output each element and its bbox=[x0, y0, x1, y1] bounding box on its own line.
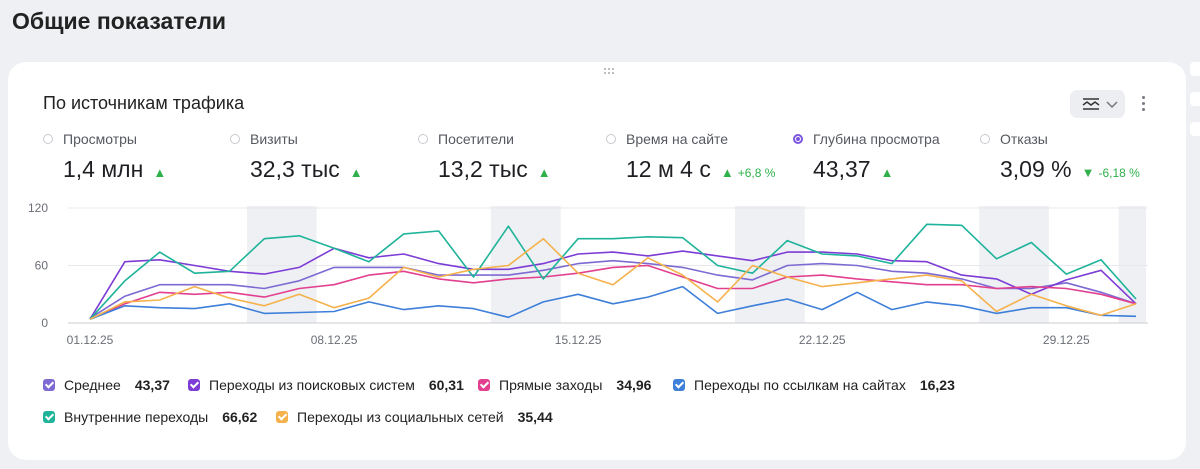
legend-value: 66,62 bbox=[222, 409, 258, 425]
more-vertical-icon[interactable] bbox=[1135, 93, 1151, 115]
metric-radio[interactable] bbox=[418, 134, 428, 144]
x-tick-label: 29.12.25 bbox=[1043, 333, 1090, 347]
legend-item[interactable]: Переходы из поисковых систем 60,31 bbox=[188, 377, 464, 393]
legend-value: 60,31 bbox=[428, 377, 464, 393]
metric-radio[interactable] bbox=[606, 134, 616, 144]
y-tick-label: 0 bbox=[41, 316, 48, 330]
legend-item[interactable]: Переходы по ссылкам на сайтах 16,23 bbox=[673, 377, 955, 393]
edge-tab bbox=[1190, 62, 1200, 76]
edge-tab bbox=[1190, 92, 1200, 106]
line-chart-icon bbox=[1082, 98, 1118, 110]
legend-value: 16,23 bbox=[919, 377, 955, 393]
page-title: Общие показатели bbox=[12, 8, 227, 34]
checkbox-icon[interactable] bbox=[43, 379, 55, 391]
weekend-band bbox=[490, 206, 561, 323]
legend-label: Переходы из социальных сетей bbox=[297, 409, 504, 425]
series-line bbox=[89, 223, 1137, 320]
trend-up-icon: ▲ bbox=[349, 165, 363, 180]
legend-item[interactable]: Прямые заходы 34,96 bbox=[478, 377, 651, 393]
series-line bbox=[89, 285, 1137, 320]
legend-label: Среднее bbox=[64, 377, 121, 393]
legend-label: Переходы по ссылкам на сайтах bbox=[694, 377, 906, 393]
legend-label: Внутренние переходы bbox=[64, 409, 209, 425]
metric-name: Визиты bbox=[250, 131, 298, 147]
metric-value: 12 м 4 с bbox=[626, 156, 711, 182]
trend-up-icon: ▲ bbox=[537, 165, 551, 180]
traffic-sources-card: По источникам трафика Просмотры 1,4 млн ▲ В… bbox=[8, 62, 1186, 460]
legend-item[interactable]: Переходы из социальных сетей 35,44 bbox=[276, 409, 553, 425]
metric-value: 13,2 тыс bbox=[438, 156, 528, 182]
legend-label: Переходы из поисковых систем bbox=[209, 377, 415, 393]
legend-value: 34,96 bbox=[616, 377, 652, 393]
metric-name: Посетители bbox=[438, 131, 514, 147]
legend-value: 35,44 bbox=[517, 409, 553, 425]
x-tick-label: 08.12.25 bbox=[311, 333, 358, 347]
trend-down-icon: ▼ bbox=[1081, 165, 1095, 180]
metric-radio[interactable] bbox=[43, 134, 53, 144]
trend-up-icon: ▲ bbox=[153, 165, 167, 180]
y-tick-label: 60 bbox=[35, 259, 49, 273]
metric-name: Время на сайте bbox=[626, 131, 729, 147]
chart-type-dropdown[interactable] bbox=[1070, 90, 1125, 118]
trend-up-icon: ▲ bbox=[720, 165, 734, 180]
checkbox-icon[interactable] bbox=[673, 379, 685, 391]
x-tick-label: 22.12.25 bbox=[799, 333, 846, 347]
drag-handle-icon[interactable] bbox=[604, 68, 616, 76]
metric-radio[interactable] bbox=[230, 134, 240, 144]
metric-radio[interactable] bbox=[980, 134, 990, 144]
checkbox-icon[interactable] bbox=[188, 379, 200, 391]
series-line bbox=[89, 259, 1137, 319]
metric-delta: -6,18 % bbox=[1098, 166, 1140, 180]
x-tick-label: 01.12.25 bbox=[67, 333, 114, 347]
series-line bbox=[89, 247, 1137, 320]
checkbox-icon[interactable] bbox=[43, 411, 55, 423]
legend-label: Прямые заходы bbox=[499, 377, 603, 393]
metric-radio[interactable] bbox=[793, 134, 803, 144]
checkbox-icon[interactable] bbox=[478, 379, 490, 391]
trend-up-icon: ▲ bbox=[880, 165, 894, 180]
edge-tab bbox=[1190, 122, 1200, 136]
metric-delta: +6,8 % bbox=[737, 166, 776, 180]
traffic-line-chart: 0 60 120 01.12.25 08.12.25 15.12.25 22.12.25 29… bbox=[28, 201, 1148, 347]
x-tick-label: 15.12.25 bbox=[555, 333, 602, 347]
weekend-band bbox=[246, 206, 317, 323]
metric-name: Просмотры bbox=[63, 131, 137, 147]
series-line bbox=[89, 237, 1137, 320]
y-tick-label: 120 bbox=[28, 201, 48, 215]
chevron-down-icon bbox=[1106, 101, 1118, 109]
metric-value: 43,37 bbox=[813, 156, 871, 182]
legend-value: 43,37 bbox=[134, 377, 170, 393]
series-line bbox=[89, 264, 1137, 320]
metric-value: 32,3 тыс bbox=[250, 156, 340, 182]
legend-item[interactable]: Среднее 43,37 bbox=[43, 377, 170, 393]
metric-value: 1,4 млн bbox=[63, 156, 144, 182]
checkbox-icon[interactable] bbox=[276, 411, 288, 423]
metric-value: 3,09 % bbox=[1000, 156, 1072, 182]
card-title: По источникам трафика bbox=[43, 93, 245, 113]
metric-name: Глубина просмотра bbox=[813, 131, 940, 147]
metric-name: Отказы bbox=[1000, 131, 1048, 147]
legend-item[interactable]: Внутренние переходы 66,62 bbox=[43, 409, 257, 425]
